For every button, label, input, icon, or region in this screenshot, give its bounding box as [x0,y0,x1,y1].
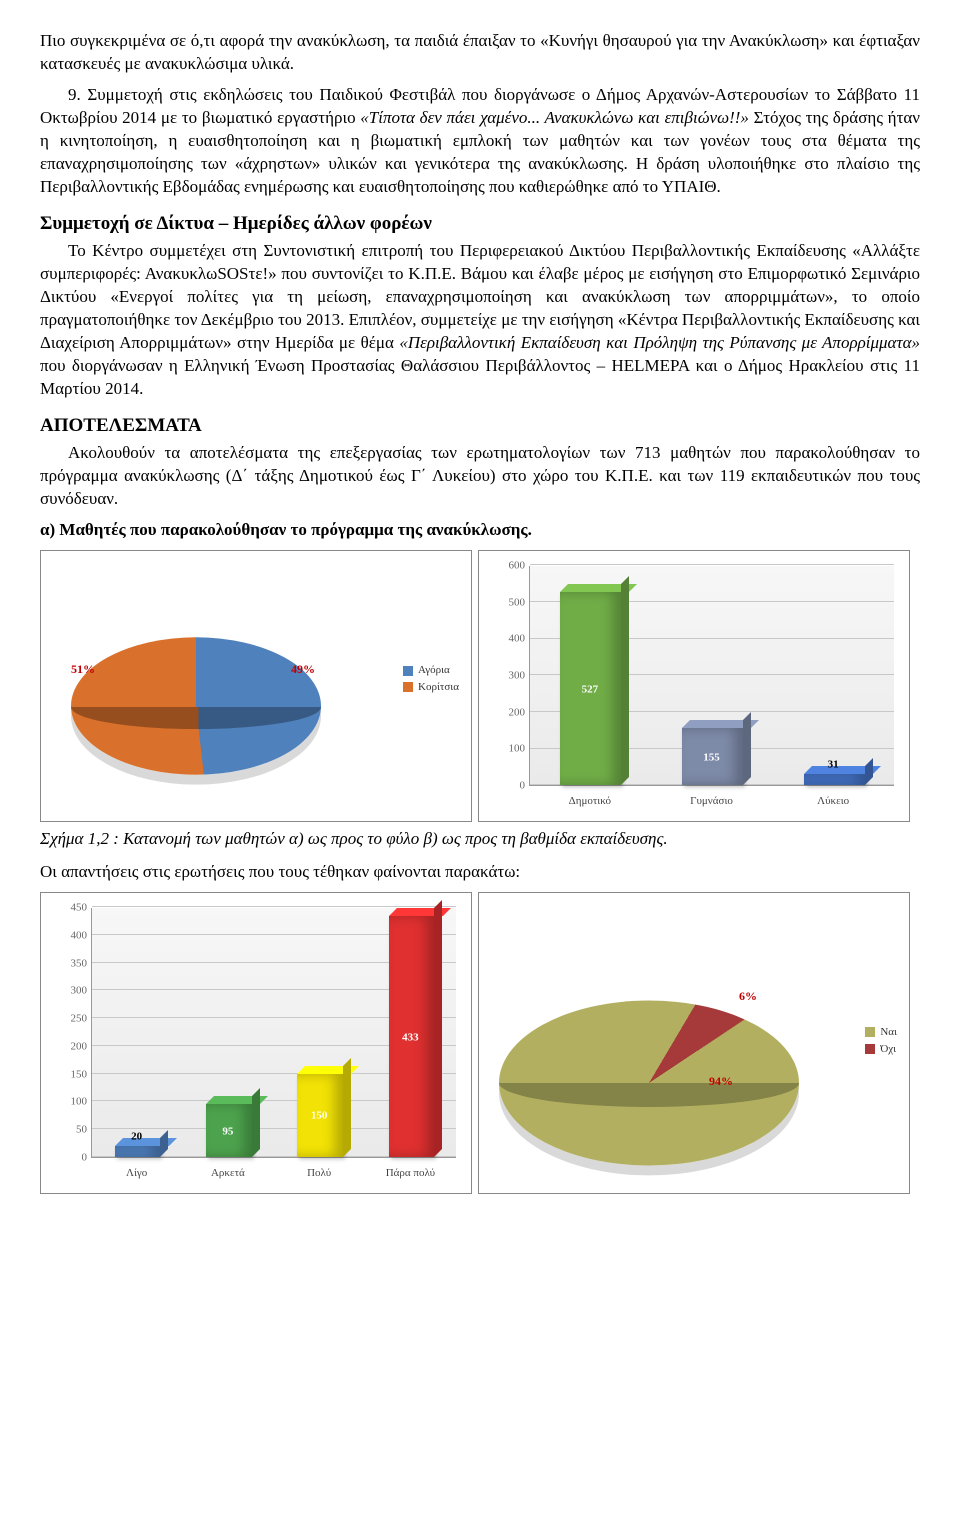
axis-category-label: Δημοτικό [569,794,611,809]
axis-tick-label: 200 [61,1039,87,1054]
pie-label-girls: 51% [71,661,95,677]
legend-item: Όχι [865,1042,897,1057]
axis-tick-label: 250 [61,1012,87,1027]
caption-text: : Κατανομή των μαθητών α) ως προς το φύλ… [113,829,667,848]
axis-tick-label: 500 [499,595,525,610]
figure-caption: Σχήμα 1,2 : Κατανομή των μαθητών α) ως π… [40,828,920,851]
axis-category-label: Πάρα πολύ [386,1166,435,1181]
bar-value-label: 95 [222,1124,233,1139]
paragraph: Οι απαντήσεις στις ερωτήσεις που τους τέ… [40,861,920,884]
bar-value-label: 433 [402,1030,419,1045]
pie-disc [71,637,321,775]
axis-category-label: Λύκειο [817,794,849,809]
legend-swatch [403,666,413,676]
legend-item: Ναι [865,1025,897,1040]
axis-tick-label: 300 [499,669,525,684]
axis-tick-label: 300 [61,984,87,999]
bar-value-label: 150 [311,1109,328,1124]
pie-label-yes: 94% [709,1073,733,1089]
legend-item: Κορίτσια [403,680,459,695]
bar [115,1146,161,1157]
axis-category-label: Αρκετά [211,1166,245,1181]
bar-value-label: 155 [703,750,720,765]
bar [804,774,865,785]
legend-label: Αγόρια [418,663,450,678]
axis-tick-label: 0 [61,1151,87,1166]
paragraph: Πιο συγκεκριμένα σε ό,τι αφορά την ανακύ… [40,30,920,76]
bar-value-label: 31 [828,757,839,772]
axis-tick-label: 100 [499,742,525,757]
subsection-heading: α) Μαθητές που παρακολούθησαν το πρόγραμ… [40,519,920,542]
paragraph: Το Κέντρο συμμετέχει στη Συντονιστική επ… [40,240,920,401]
legend-swatch [865,1027,875,1037]
axis-tick-label: 200 [499,705,525,720]
charts-row-2: 0 50 100 150 200 250 300 350 400 450 20 Λίγο 95 Αρκετ… [40,892,920,1194]
text-italic: «Τίποτα δεν πάει χαμένο... Ανακυκλώνω κα… [360,108,753,127]
legend-item: Αγόρια [403,663,459,678]
pie-label-no: 6% [739,988,757,1004]
chart-bar-opinion: 0 50 100 150 200 250 300 350 400 450 20 Λίγο 95 Αρκετ… [40,892,472,1194]
text: που διοργάνωσαν η Ελληνική Ένωση Προστασ… [40,356,920,398]
pie-label-boys: 49% [291,661,315,677]
axis-tick-label: 100 [61,1095,87,1110]
paragraph: Ακολουθούν τα αποτελέσματα της επεξεργασ… [40,442,920,511]
chart-pie-yesno: 6% 94% Ναι Όχι [478,892,910,1194]
section-heading-networks: Συμμετοχή σε Δίκτυα – Ημερίδες άλλων φορ… [40,211,920,237]
legend-label: Ναι [880,1025,897,1040]
axis-category-label: Λίγο [126,1166,147,1181]
axis-tick-label: 600 [499,559,525,574]
axis-category-label: Γυμνάσιο [690,794,733,809]
bar-value-label: 20 [131,1129,142,1144]
axis-tick-label: 450 [61,901,87,916]
chart-pie-gender: 51% 49% Αγόρια Κορίτσια [40,550,472,822]
legend: Αγόρια Κορίτσια [403,661,459,697]
legend-swatch [403,682,413,692]
charts-row-1: 51% 49% Αγόρια Κορίτσια 0 100 200 300 400 500… [40,550,920,822]
axis-tick-label: 50 [61,1123,87,1138]
legend-label: Όχι [880,1042,896,1057]
legend: Ναι Όχι [865,1023,897,1059]
legend-label: Κορίτσια [418,680,459,695]
axis-tick-label: 350 [61,956,87,971]
caption-prefix: Σχήμα 1,2 [40,829,109,848]
paragraph: 9. Συμμετοχή στις εκδηλώσεις του Παιδικο… [40,84,920,199]
axis-tick-label: 0 [499,779,525,794]
text-italic: «Περιβαλλοντική Εκπαίδευση και Πρόληψη τ… [399,333,920,352]
axis-tick-label: 150 [61,1067,87,1082]
section-heading-results: ΑΠΟΤΕΛΕΣΜΑΤΑ [40,413,920,439]
legend-swatch [865,1044,875,1054]
axis-category-label: Πολύ [307,1166,331,1181]
chart-bar-schoollevel: 0 100 200 300 400 500 600 527 Δημοτικό 155 Γυμνάσι… [478,550,910,822]
axis-tick-label: 400 [61,928,87,943]
bar-value-label: 527 [582,682,599,697]
axis-tick-label: 400 [499,632,525,647]
